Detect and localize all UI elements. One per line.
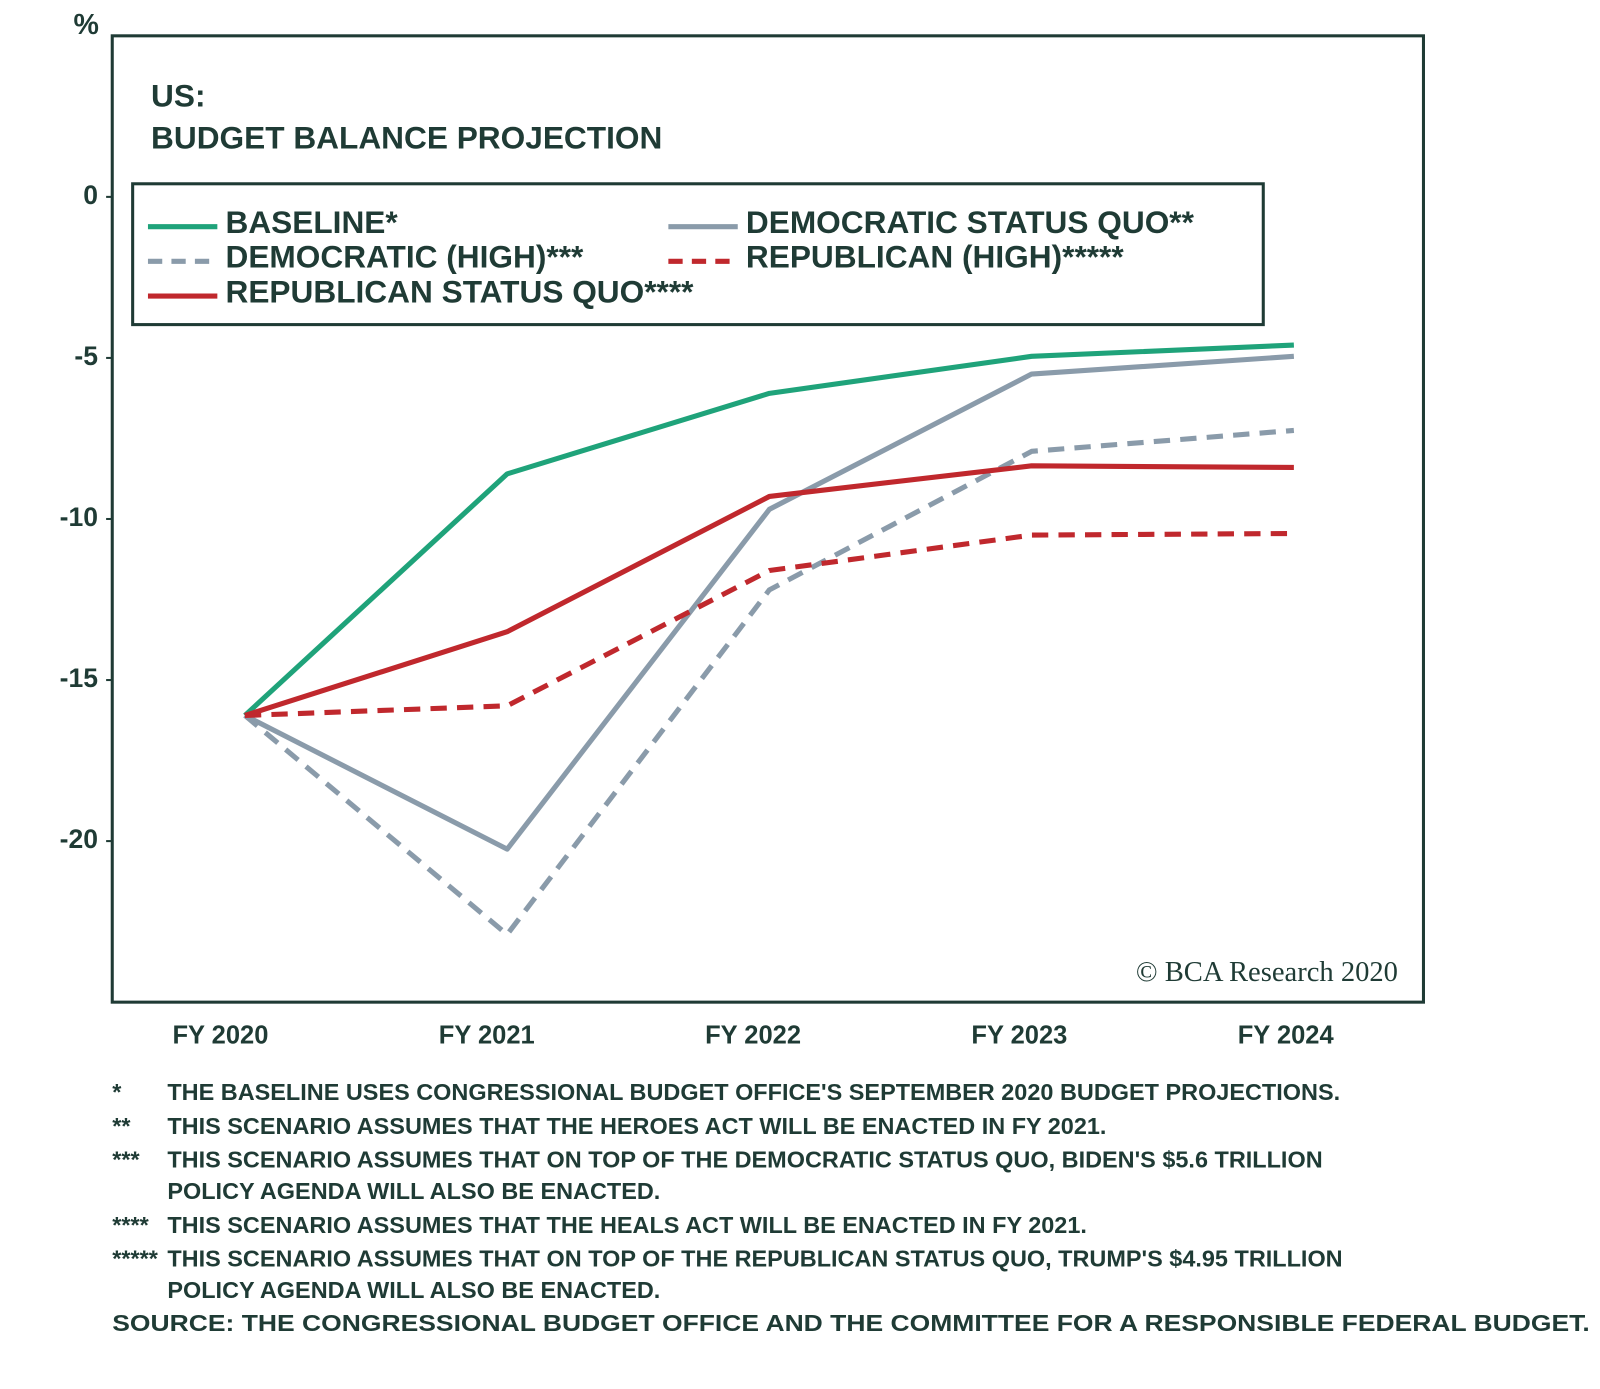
x-tick-label: FY 2021: [439, 1022, 535, 1050]
footnote-text: THIS SCENARIO ASSUMES THAT THE HEALS ACT…: [167, 1212, 1087, 1238]
chart-title-prefix: US:: [151, 77, 205, 113]
legend-label: BASELINE*: [226, 204, 399, 240]
footnote-text: THIS SCENARIO ASSUMES THAT ON TOP OF THE…: [167, 1246, 1342, 1272]
legend-label: DEMOCRATIC (HIGH)***: [226, 239, 585, 275]
y-tick-label: 0: [83, 180, 98, 210]
footnote-text: THE BASELINE USES CONGRESSIONAL BUDGET O…: [167, 1079, 1340, 1105]
series-line: [244, 530, 1294, 719]
footnote-text: THIS SCENARIO ASSUMES THAT ON TOP OF THE…: [167, 1147, 1322, 1173]
source: SOURCE: THE CONGRESSIONAL BUDGET OFFICE …: [112, 1310, 1590, 1336]
series-line: [244, 463, 1294, 718]
legend-label: REPUBLICAN STATUS QUO****: [226, 273, 695, 309]
legend-label: DEMOCRATIC STATUS QUO**: [746, 204, 1195, 240]
footnote-text: POLICY AGENDA WILL ALSO BE ENACTED.: [167, 1277, 660, 1303]
y-tick-label: -10: [60, 502, 98, 532]
footnote-text: THIS SCENARIO ASSUMES THAT THE HEROES AC…: [167, 1113, 1106, 1139]
legend-frame: [131, 182, 1265, 327]
series-line: [243, 427, 1295, 938]
footnote-marker: *: [112, 1079, 122, 1105]
x-tick-label: FY 2022: [705, 1022, 801, 1050]
footnote-marker: ***: [112, 1147, 140, 1173]
legend-label: REPUBLICAN (HIGH)*****: [746, 239, 1124, 275]
x-tick-label: FY 2023: [971, 1022, 1067, 1050]
footnote-marker: ****: [112, 1212, 149, 1238]
y-unit: %: [73, 9, 98, 41]
x-tick-label: FY 2024: [1238, 1022, 1335, 1050]
footnote-text: POLICY AGENDA WILL ALSO BE ENACTED.: [167, 1178, 660, 1204]
footnote-marker: *****: [112, 1246, 159, 1272]
watermark: © BCA Research 2020: [1136, 957, 1398, 988]
plot-frame: [110, 34, 1425, 1004]
footnote-marker: **: [112, 1113, 131, 1139]
series-line: [243, 353, 1295, 852]
chart-title: BUDGET BALANCE PROJECTION: [151, 119, 662, 155]
y-tick-label: -5: [74, 341, 98, 371]
series-line: [243, 342, 1294, 718]
y-tick-label: -20: [60, 824, 98, 854]
x-tick-label: FY 2020: [172, 1022, 268, 1050]
y-tick-label: -15: [60, 663, 99, 693]
